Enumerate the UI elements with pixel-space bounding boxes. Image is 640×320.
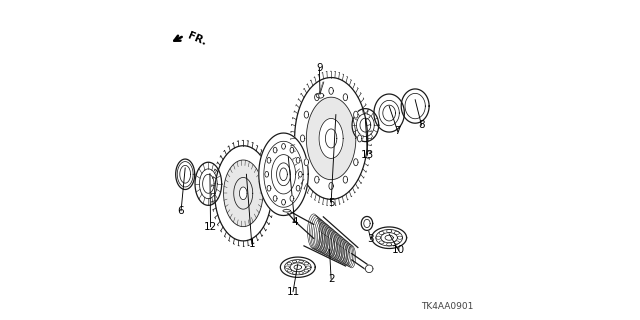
Polygon shape xyxy=(296,157,300,163)
Text: 8: 8 xyxy=(418,120,425,130)
Polygon shape xyxy=(290,196,294,201)
Polygon shape xyxy=(298,172,302,177)
Polygon shape xyxy=(329,87,333,94)
Polygon shape xyxy=(361,216,372,230)
Polygon shape xyxy=(273,196,277,201)
Polygon shape xyxy=(401,89,429,123)
Polygon shape xyxy=(282,199,285,205)
Polygon shape xyxy=(282,143,285,149)
Text: 7: 7 xyxy=(394,126,401,136)
Text: 1: 1 xyxy=(248,239,255,249)
Text: TK4AA0901: TK4AA0901 xyxy=(422,302,474,311)
Polygon shape xyxy=(304,159,308,166)
Polygon shape xyxy=(300,135,305,142)
Text: 6: 6 xyxy=(178,206,184,216)
Polygon shape xyxy=(267,185,271,191)
Polygon shape xyxy=(316,93,324,98)
Polygon shape xyxy=(354,159,358,166)
Polygon shape xyxy=(352,108,379,142)
Polygon shape xyxy=(304,111,308,118)
Polygon shape xyxy=(329,182,333,189)
Polygon shape xyxy=(374,94,404,132)
Polygon shape xyxy=(315,94,319,101)
Polygon shape xyxy=(273,147,277,153)
Polygon shape xyxy=(283,210,291,212)
Text: 13: 13 xyxy=(361,150,374,160)
Polygon shape xyxy=(379,100,399,126)
Polygon shape xyxy=(372,227,406,249)
Polygon shape xyxy=(280,257,316,277)
Polygon shape xyxy=(195,162,221,205)
Polygon shape xyxy=(296,185,300,191)
Polygon shape xyxy=(294,77,367,199)
Polygon shape xyxy=(259,133,308,215)
Polygon shape xyxy=(290,147,294,153)
Polygon shape xyxy=(239,187,247,200)
Polygon shape xyxy=(381,233,397,243)
Polygon shape xyxy=(307,97,356,180)
Polygon shape xyxy=(354,111,358,118)
Text: 3: 3 xyxy=(367,234,374,244)
Polygon shape xyxy=(280,168,287,180)
Text: 9: 9 xyxy=(316,63,323,73)
Text: 10: 10 xyxy=(392,245,405,255)
Text: 5: 5 xyxy=(328,198,335,208)
Polygon shape xyxy=(214,146,272,241)
Polygon shape xyxy=(357,135,362,142)
Polygon shape xyxy=(290,263,305,272)
Text: 11: 11 xyxy=(287,287,300,297)
Text: FR.: FR. xyxy=(186,31,208,48)
Polygon shape xyxy=(343,176,348,183)
Polygon shape xyxy=(315,176,319,183)
Polygon shape xyxy=(271,155,296,194)
Text: 4: 4 xyxy=(291,217,298,227)
Polygon shape xyxy=(223,160,263,227)
Text: 2: 2 xyxy=(328,274,335,284)
Polygon shape xyxy=(267,157,271,163)
Polygon shape xyxy=(319,118,343,158)
Polygon shape xyxy=(265,172,269,177)
Text: 12: 12 xyxy=(204,222,217,232)
Polygon shape xyxy=(365,265,373,273)
Polygon shape xyxy=(175,159,195,189)
Polygon shape xyxy=(343,94,348,101)
